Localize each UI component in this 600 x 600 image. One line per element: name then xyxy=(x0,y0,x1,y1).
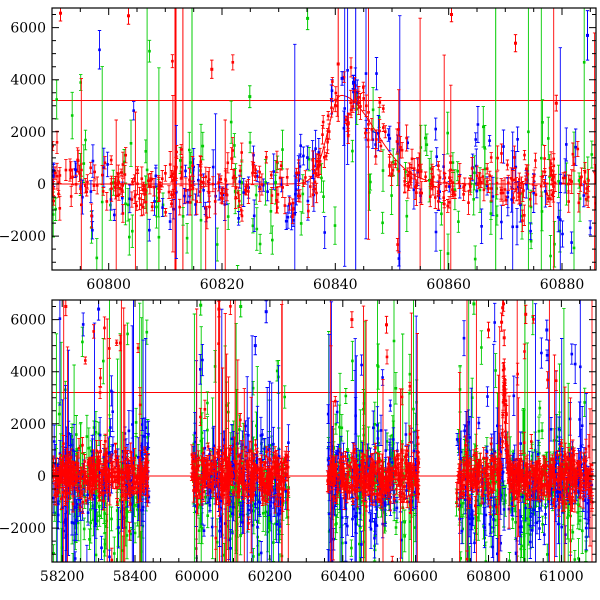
svg-text:4000: 4000 xyxy=(10,365,46,381)
svg-text:60600: 60600 xyxy=(393,569,438,585)
svg-text:6000: 6000 xyxy=(10,313,46,329)
svg-text:60200: 60200 xyxy=(248,569,293,585)
svg-text:58200: 58200 xyxy=(40,569,85,585)
svg-text:−2000: −2000 xyxy=(0,229,46,245)
svg-text:4000: 4000 xyxy=(10,73,46,89)
svg-text:58400: 58400 xyxy=(113,569,158,585)
svg-text:2000: 2000 xyxy=(10,417,46,433)
svg-text:60820: 60820 xyxy=(200,277,245,293)
svg-text:6000: 6000 xyxy=(10,21,46,37)
svg-text:−2000: −2000 xyxy=(0,521,46,537)
svg-text:60000: 60000 xyxy=(175,569,220,585)
svg-text:61000: 61000 xyxy=(539,569,584,585)
svg-text:0: 0 xyxy=(37,177,46,193)
svg-text:2000: 2000 xyxy=(10,125,46,141)
svg-text:60880: 60880 xyxy=(540,277,585,293)
svg-text:60800: 60800 xyxy=(86,277,131,293)
svg-text:0: 0 xyxy=(37,469,46,485)
svg-text:60860: 60860 xyxy=(426,277,471,293)
svg-text:60800: 60800 xyxy=(466,569,511,585)
svg-text:60400: 60400 xyxy=(321,569,366,585)
svg-text:60840: 60840 xyxy=(313,277,358,293)
